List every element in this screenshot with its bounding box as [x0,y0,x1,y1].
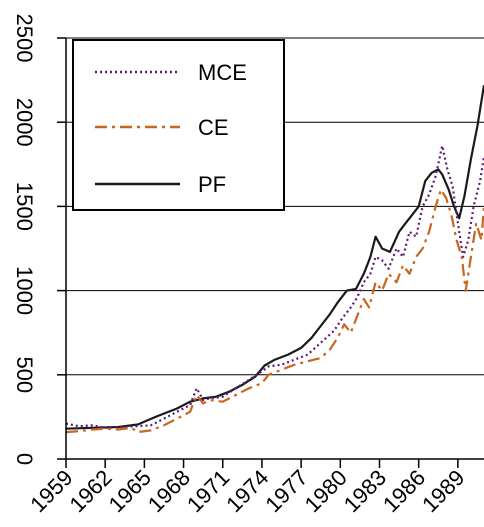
x-tick-label: 1959 [25,465,77,517]
axes [65,38,484,460]
y-tick-label: 500 [12,356,37,393]
x-tick-label: 1968 [143,465,195,517]
x-tick-label: 1971 [182,465,234,517]
x-tick-label: 1980 [300,465,352,517]
series-line-ce [66,188,484,434]
legend-label-mce: MCE [198,60,247,85]
y-tick-label: 2500 [12,14,37,63]
series-lines [66,85,484,434]
x-tick-label: 1989 [417,465,469,517]
x-tick-label: 1977 [260,465,312,517]
x-tick-label: 1974 [221,465,273,517]
x-ticks: 1959196219651968197119741977198019831986… [25,459,469,517]
y-tick-label: 1000 [12,266,37,315]
legend-box [72,39,285,211]
y-tick-label: 2000 [12,98,37,147]
legend: MCE CE PF [72,39,285,211]
legend-label-pf: PF [198,172,226,197]
y-tick-label: 0 [12,453,37,465]
y-ticks: 0 500 1000 1500 2000 2500 [12,14,66,465]
y-tick-label: 1500 [12,182,37,231]
x-tick-label: 1965 [104,465,156,517]
series-line-mce [66,144,484,429]
x-tick-label: 1986 [378,465,430,517]
legend-label-ce: CE [198,115,229,140]
x-tick-label: 1983 [339,465,391,517]
x-tick-label: 1962 [64,465,116,517]
